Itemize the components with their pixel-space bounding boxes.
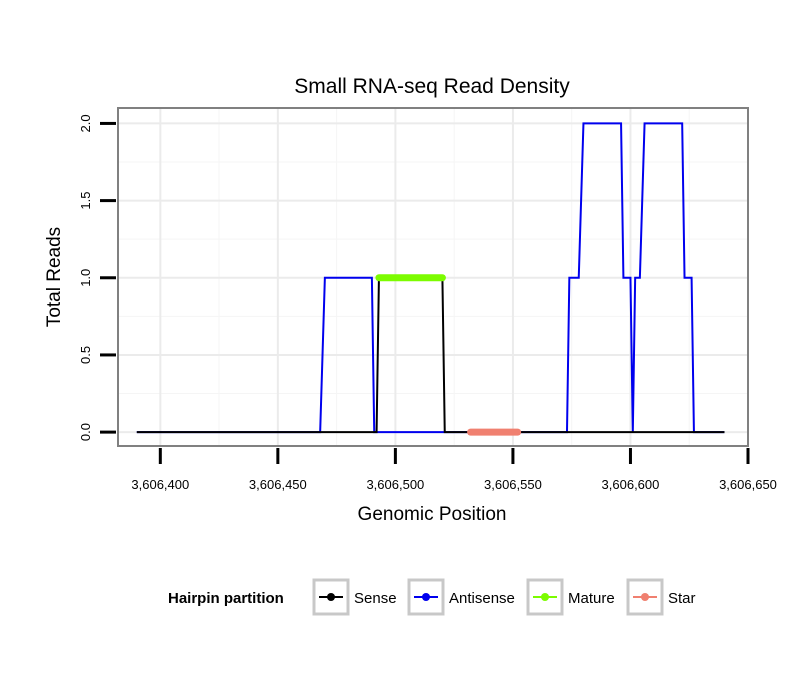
chart-title: Small RNA-seq Read Density <box>294 75 570 98</box>
data-series <box>136 122 725 436</box>
series-line-antisense <box>136 122 725 434</box>
grid-lines <box>119 109 747 445</box>
legend: Hairpin partition Sense Antisense Mature St… <box>168 578 696 616</box>
legend-title: Hairpin partition <box>168 590 284 607</box>
x-tick-label: 3,606,400 <box>131 477 189 492</box>
legend-items: Sense Antisense Mature Star <box>312 578 696 616</box>
x-tick-label: 3,606,500 <box>366 477 424 492</box>
y-axis-label: Total Reads <box>44 227 65 327</box>
y-tick-label: 0.5 <box>78 346 93 364</box>
legend-key-point <box>327 593 335 601</box>
legend-label-antisense: Antisense <box>449 590 515 607</box>
x-tick-label: 3,606,550 <box>484 477 542 492</box>
legend-key-point <box>422 593 430 601</box>
legend-label-star: Star <box>668 590 696 607</box>
x-tick-label: 3,606,450 <box>249 477 307 492</box>
y-tick-label: 0.0 <box>78 423 93 441</box>
y-tick-label: 1.0 <box>78 269 93 287</box>
legend-label-mature: Mature <box>568 590 615 607</box>
axes: 3,606,400 3,606,450 3,606,500 3,606,550 3,60… <box>78 114 777 492</box>
legend-key-point <box>541 593 549 601</box>
y-tick-label: 1.5 <box>78 192 93 210</box>
legend-label-sense: Sense <box>354 590 397 607</box>
y-tick-label: 2.0 <box>78 114 93 132</box>
x-axis-label: Genomic Position <box>358 504 507 525</box>
x-tick-label: 3,606,650 <box>719 477 777 492</box>
legend-key-point <box>641 593 649 601</box>
x-tick-label: 3,606,600 <box>602 477 660 492</box>
